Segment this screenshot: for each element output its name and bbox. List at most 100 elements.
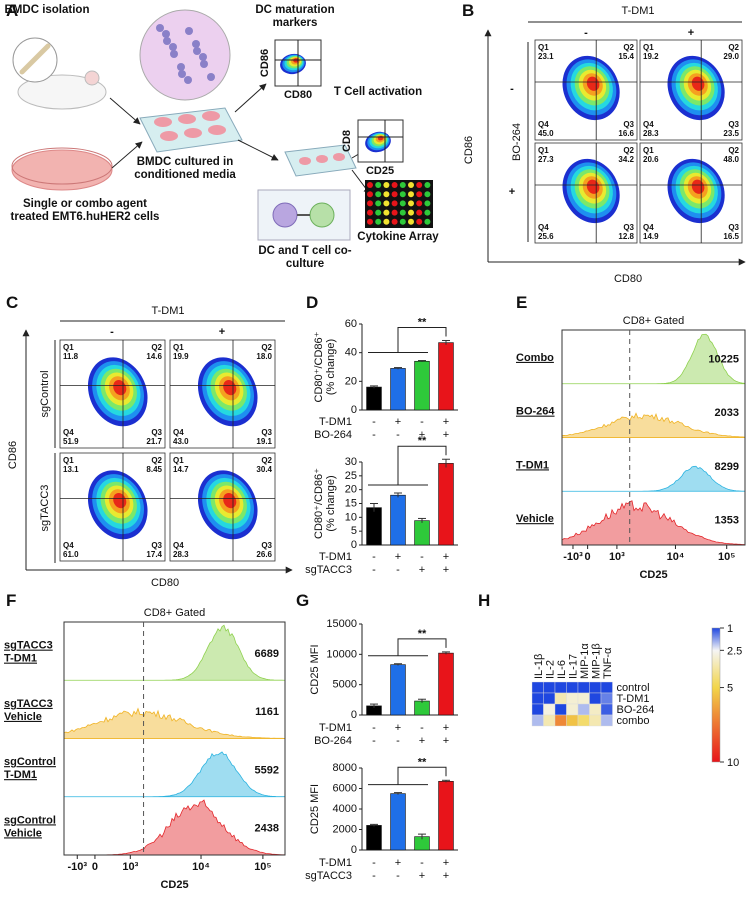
quadrant-name: Q2 (623, 146, 634, 155)
plate-well (154, 117, 172, 127)
heatmap-cell (577, 703, 590, 716)
culture-label: BMDC cultured in conditioned media (134, 156, 236, 182)
bar (438, 463, 454, 546)
mfi-value: 1353 (715, 515, 739, 527)
x-tick-label: 0 (92, 861, 98, 873)
t-cell-icon (309, 202, 335, 228)
quadrant-name: Q1 (643, 146, 654, 155)
heatmap-cell (600, 692, 613, 705)
row-label: Vehicle (4, 711, 42, 723)
heatmap-cell (543, 681, 556, 694)
condition-sign: - (396, 735, 400, 747)
x-tick-label: 0 (585, 551, 591, 563)
heatmap-cell (577, 714, 590, 727)
colorbar (711, 627, 721, 763)
arrow (234, 83, 267, 113)
significance-label: ** (418, 435, 427, 447)
column-label: IL-6 (556, 660, 568, 679)
y-tick-label: 5 (351, 525, 357, 537)
condition-name: T-DM1 (319, 722, 352, 734)
quadrant-name: Q4 (643, 223, 654, 232)
activation-label: T Cell activation (333, 86, 423, 98)
panel-letter: F (6, 591, 16, 610)
x-tick-label: -10³ (67, 861, 87, 873)
bar (366, 386, 382, 411)
y-tick-label: 0 (351, 709, 357, 721)
y-tick-label: 10000 (326, 648, 357, 660)
row-sign: - (510, 83, 514, 95)
cell-icon (200, 60, 208, 68)
heatmap-cell (554, 714, 567, 727)
array-spot (383, 200, 390, 207)
quadrant-value: 14.7 (173, 465, 189, 474)
array-spot (367, 218, 373, 225)
histogram (64, 799, 286, 856)
heatmap-cell (543, 703, 556, 716)
row-label: BO-264 (617, 704, 655, 716)
cell-icon (162, 30, 170, 38)
quadrant-value: 29.0 (723, 52, 739, 61)
maturation-label: DC maturation markers (255, 4, 335, 30)
array-spot (367, 209, 373, 216)
array-spot (391, 200, 398, 207)
cell-icon (184, 76, 192, 84)
histogram (64, 751, 286, 798)
quadrant-name: Q1 (173, 456, 184, 465)
significance-bracket (397, 638, 447, 656)
mfi-value: 2033 (715, 407, 739, 419)
cell-icon (177, 63, 185, 71)
bar (414, 700, 430, 716)
cell-icon (163, 37, 171, 45)
array-spot (399, 191, 406, 198)
quadrant-name: Q2 (728, 146, 739, 155)
significance-label: ** (418, 316, 427, 328)
quadrant-name: Q2 (151, 343, 162, 352)
x-axis-label: CD25 (160, 879, 188, 891)
row-label: sgTACC3 (4, 640, 53, 652)
cells-bubble (139, 9, 231, 101)
mfi-value: 1161 (255, 706, 279, 718)
quadrant-value: 25.6 (538, 232, 554, 241)
quadrant-name: Q3 (151, 541, 162, 550)
array-spot (367, 182, 373, 188)
array-spot (424, 182, 431, 188)
row-label: T-DM1 (617, 693, 650, 705)
y-tick-label: 60 (345, 318, 357, 330)
panel-title: CD8+ Gated (623, 315, 684, 327)
condition-sign: + (443, 722, 449, 734)
row-label: T-DM1 (516, 459, 549, 471)
heatmap-cell (566, 692, 579, 705)
condition-sign: + (395, 722, 401, 734)
quadrant-value: 23.1 (538, 52, 554, 61)
mouse-icon (17, 74, 107, 110)
isolation-label: BMDC isolation (4, 4, 90, 16)
y-tick-label: 25 (345, 470, 357, 482)
bone-icon (19, 43, 51, 75)
condition-name: sgTACC3 (305, 870, 352, 882)
mfi-value: 5592 (255, 764, 279, 776)
bar (414, 360, 430, 411)
panel-letter: E (516, 293, 527, 312)
array-spot (408, 191, 414, 198)
heatmap-cell (566, 714, 579, 727)
row-title: BO-264 (511, 123, 523, 161)
condition-sign: - (372, 857, 376, 869)
array-spot (424, 209, 431, 216)
row-label: combo (617, 715, 650, 727)
colorbar-tick-label: 2.5 (727, 645, 742, 657)
array-spot (424, 218, 431, 225)
plate-well (160, 131, 178, 141)
cell-icon (193, 47, 201, 55)
quadrant-value: 61.0 (63, 550, 79, 559)
cell-icon (207, 73, 215, 81)
plate-well (299, 157, 311, 165)
condition-sign: - (372, 564, 376, 576)
y-axis-label: CD80⁺/CD86⁺ (313, 331, 325, 402)
cell-icon (185, 27, 193, 35)
significance-bracket (397, 326, 447, 353)
bar (414, 520, 430, 546)
quadrant-value: 16.6 (618, 129, 634, 138)
condition-name: T-DM1 (319, 551, 352, 563)
bar (366, 825, 382, 851)
